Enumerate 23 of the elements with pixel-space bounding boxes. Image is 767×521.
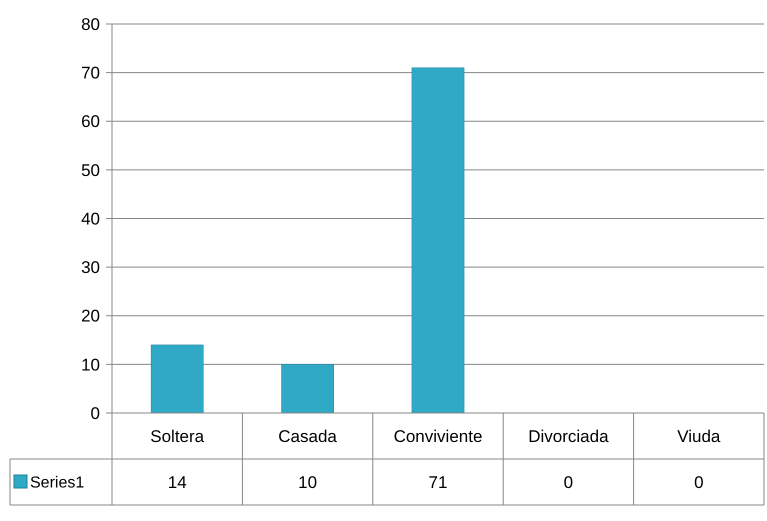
- x-tick-label: Conviviente: [394, 426, 482, 446]
- y-tick-label: 60: [81, 112, 100, 132]
- y-tick-label: 0: [90, 404, 100, 423]
- y-tick-label: 80: [81, 14, 100, 34]
- legend-label: Series1: [30, 474, 84, 492]
- x-tick-label: Viuda: [677, 426, 721, 446]
- y-tick-label: 20: [81, 306, 100, 326]
- y-tick-label: 50: [81, 160, 100, 180]
- x-tick-label: Casada: [278, 426, 338, 446]
- data-label: 71: [428, 472, 448, 492]
- bar: [150, 344, 204, 414]
- data-label: 0: [564, 472, 574, 492]
- data-label: 10: [298, 472, 318, 492]
- y-tick-label: 30: [81, 258, 100, 278]
- y-tick-label: 70: [81, 64, 100, 83]
- y-tick-label: 10: [81, 355, 100, 374]
- x-tick-label: Divorciada: [528, 426, 610, 446]
- bar: [281, 364, 334, 414]
- y-tick-label: 40: [81, 209, 100, 228]
- data-label: 14: [168, 472, 187, 492]
- data-label: 0: [694, 472, 704, 492]
- x-tick-label: Soltera: [150, 426, 205, 446]
- bar: [412, 68, 464, 414]
